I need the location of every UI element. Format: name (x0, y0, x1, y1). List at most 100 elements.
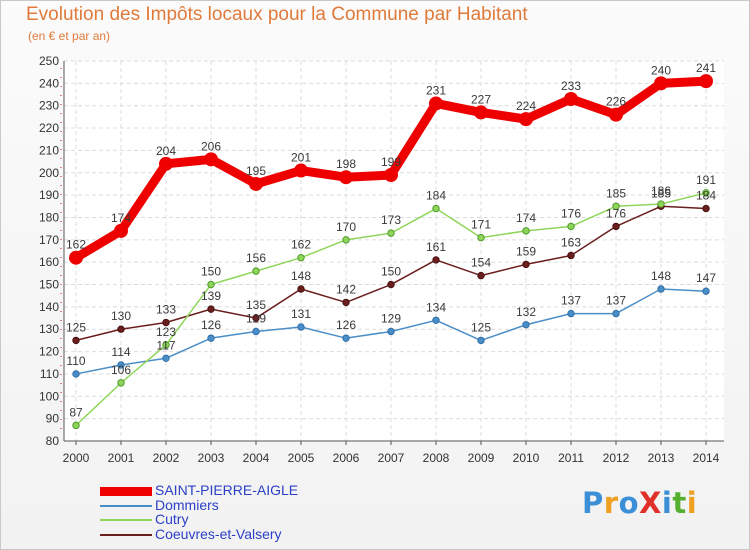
data-point (612, 309, 620, 318)
data-label: 114 (111, 345, 130, 359)
data-label: 150 (381, 265, 401, 279)
data-point (432, 256, 440, 264)
y-tick-label: 170 (39, 233, 59, 247)
data-label: 137 (606, 294, 626, 308)
data-point (72, 421, 80, 430)
x-tick-label: 2011 (558, 451, 584, 465)
data-label: 142 (336, 282, 356, 296)
legend-swatch (100, 533, 152, 536)
data-label: 199 (381, 155, 401, 169)
data-point (207, 280, 215, 289)
data-label: 134 (426, 300, 446, 314)
data-label: 159 (516, 244, 536, 258)
data-label: 147 (696, 271, 716, 285)
data-label: 231 (426, 83, 446, 97)
data-label: 186 (651, 184, 671, 198)
legend-label: Cutry (155, 511, 189, 527)
data-point (612, 222, 620, 231)
data-point (567, 251, 575, 260)
data-label: 176 (606, 206, 626, 220)
data-point (162, 341, 170, 349)
y-tick-label: 180 (39, 210, 59, 224)
data-label: 137 (561, 294, 581, 308)
legend-swatch (100, 519, 152, 521)
data-point (387, 229, 395, 237)
data-point (612, 202, 620, 210)
data-point (339, 170, 353, 185)
data-label: 132 (516, 305, 536, 319)
data-point (432, 316, 440, 324)
x-tick-label: 2005 (288, 451, 315, 465)
x-tick-label: 2012 (603, 451, 630, 465)
proxiti-logo: ProXiti (582, 486, 698, 520)
data-label: 226 (606, 95, 626, 109)
data-label: 170 (336, 220, 356, 234)
data-point (657, 285, 665, 293)
data-point (519, 112, 533, 127)
data-label: 123 (156, 325, 176, 339)
data-label: 129 (246, 311, 266, 325)
data-label: 148 (291, 269, 311, 283)
data-label: 171 (471, 218, 491, 232)
data-label: 191 (696, 173, 716, 187)
data-point (567, 222, 575, 231)
y-tick-label: 120 (39, 345, 59, 359)
data-point (567, 309, 575, 318)
data-label: 227 (471, 92, 491, 106)
data-point (117, 361, 125, 369)
data-label: 125 (66, 320, 86, 334)
data-label: 241 (696, 61, 716, 75)
x-tick-label: 2008 (423, 451, 450, 465)
data-point (342, 334, 350, 342)
data-label: 195 (246, 164, 266, 178)
y-tick-label: 130 (39, 322, 59, 336)
data-point (609, 107, 623, 122)
y-tick-label: 220 (39, 121, 59, 135)
data-point (522, 227, 530, 235)
data-label: 150 (201, 265, 221, 279)
data-label: 117 (156, 338, 175, 352)
data-point (387, 280, 395, 289)
data-label: 184 (426, 189, 446, 203)
data-label: 163 (561, 235, 581, 249)
data-label: 162 (291, 238, 311, 252)
data-point (72, 336, 80, 345)
legend-swatch (100, 504, 152, 507)
x-tick-label: 2010 (513, 451, 540, 465)
data-label: 184 (696, 189, 716, 203)
data-point (657, 200, 665, 208)
y-tick-label: 230 (39, 99, 59, 113)
data-label: 131 (291, 307, 311, 321)
data-point (252, 314, 260, 322)
legend-label: Coeuvres-et-Valsery (155, 525, 282, 542)
data-label: 154 (471, 256, 491, 270)
y-tick-label: 140 (39, 300, 59, 314)
y-tick-label: 150 (39, 278, 59, 292)
data-point (699, 74, 713, 89)
x-tick-label: 2003 (198, 451, 225, 465)
y-tick-label: 160 (39, 255, 59, 269)
y-tick-label: 250 (39, 54, 59, 68)
data-point (474, 105, 488, 120)
data-point (342, 236, 350, 244)
data-point (477, 271, 485, 280)
data-point (297, 254, 305, 262)
data-label: 148 (651, 269, 671, 283)
data-label: 204 (156, 144, 176, 158)
data-point (429, 96, 443, 111)
data-label: 106 (111, 363, 131, 377)
x-tick-label: 2004 (243, 451, 270, 465)
data-label: 129 (381, 311, 401, 325)
data-point (432, 204, 440, 213)
data-point (252, 267, 260, 275)
plot-area (64, 61, 724, 441)
data-label: 162 (66, 238, 86, 252)
y-tick-label: 90 (46, 412, 60, 426)
data-label: 198 (336, 157, 356, 171)
data-point (72, 370, 80, 378)
data-point (702, 287, 710, 295)
data-label: 185 (606, 186, 626, 200)
chart-subtitle: (en € et par an) (28, 29, 111, 43)
chart-title: Evolution des Impôts locaux pour la Comm… (26, 4, 528, 25)
